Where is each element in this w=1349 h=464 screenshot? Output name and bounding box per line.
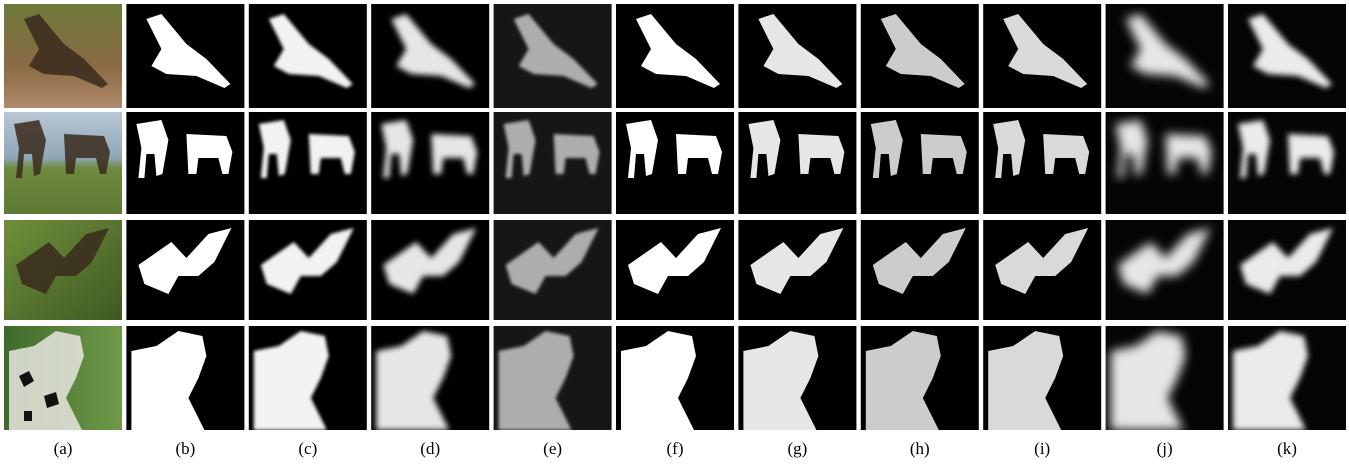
saliency-map <box>1228 326 1346 430</box>
saliency-map <box>1228 220 1346 320</box>
saliency-map <box>371 220 489 320</box>
saliency-map <box>1228 112 1346 214</box>
saliency-map <box>983 112 1101 214</box>
saliency-map <box>738 112 856 214</box>
saliency-map <box>738 326 856 430</box>
figure: (a) (b) (c) (d) (e) (f) (g) (h) (i) (j) (k) <box>0 0 1349 464</box>
saliency-map <box>616 326 734 430</box>
saliency-map <box>126 4 244 108</box>
saliency-map <box>616 112 734 214</box>
saliency-map <box>126 326 244 430</box>
saliency-map <box>616 220 734 320</box>
saliency-map <box>1106 112 1224 214</box>
column-label: (g) <box>787 439 807 458</box>
saliency-map <box>1106 4 1224 108</box>
saliency-map <box>1106 326 1224 430</box>
saliency-map <box>861 220 979 320</box>
column-label: (i) <box>1034 439 1050 458</box>
saliency-map <box>249 220 367 320</box>
column-label: (e) <box>543 439 562 458</box>
column-label: (b) <box>175 439 195 458</box>
input-image <box>4 220 122 320</box>
saliency-map <box>249 112 367 214</box>
saliency-map <box>249 326 367 430</box>
saliency-map <box>494 220 612 320</box>
saliency-map <box>861 326 979 430</box>
column-label: (f) <box>667 439 684 458</box>
saliency-map <box>738 4 856 108</box>
saliency-map <box>861 112 979 214</box>
column-label: (h) <box>910 439 930 458</box>
saliency-map <box>126 112 244 214</box>
saliency-map <box>371 326 489 430</box>
saliency-map <box>1106 220 1224 320</box>
column-label: (d) <box>420 439 440 458</box>
column-label: (j) <box>1157 439 1173 458</box>
column-label: (k) <box>1277 439 1297 458</box>
saliency-map <box>494 112 612 214</box>
saliency-map <box>249 4 367 108</box>
input-image <box>4 326 122 430</box>
saliency-map <box>494 326 612 430</box>
saliency-map <box>616 4 734 108</box>
saliency-map <box>983 220 1101 320</box>
saliency-map <box>494 4 612 108</box>
column-label: (c) <box>298 439 317 458</box>
input-image <box>4 4 122 108</box>
saliency-map <box>126 220 244 320</box>
saliency-map <box>371 112 489 214</box>
saliency-map <box>738 220 856 320</box>
saliency-map <box>371 4 489 108</box>
saliency-map <box>983 326 1101 430</box>
input-image <box>4 112 122 214</box>
saliency-map <box>1228 4 1346 108</box>
saliency-map <box>983 4 1101 108</box>
column-label: (a) <box>54 439 73 458</box>
saliency-map <box>861 4 979 108</box>
